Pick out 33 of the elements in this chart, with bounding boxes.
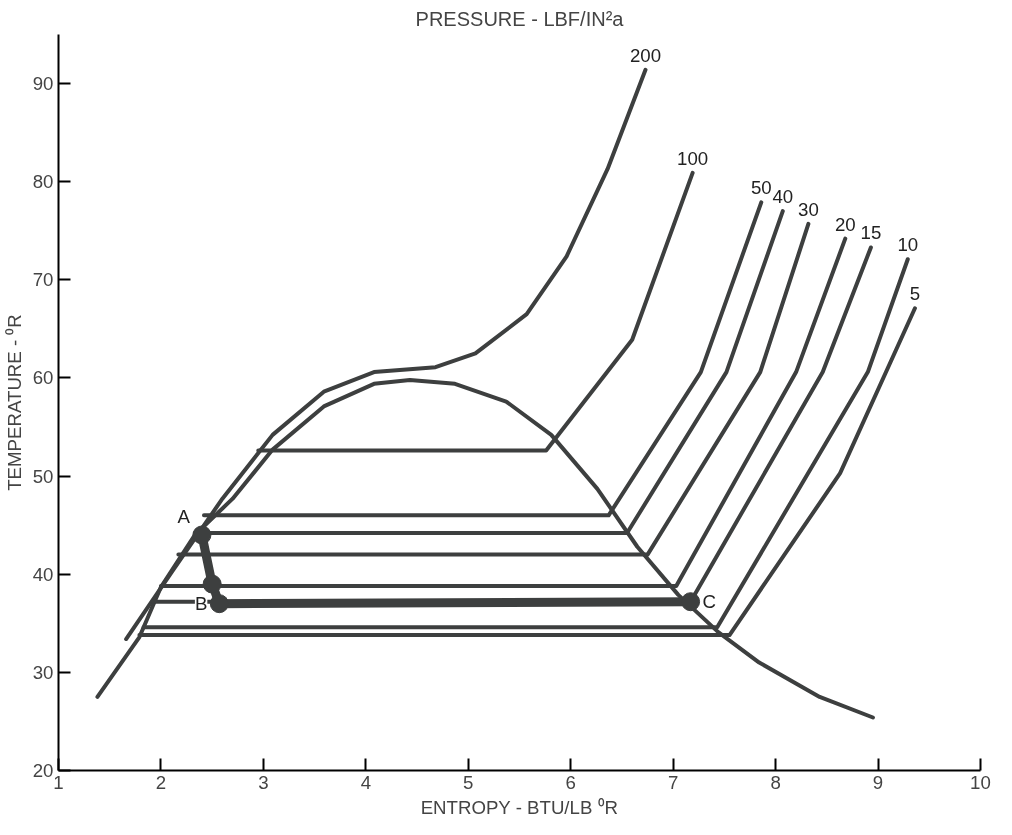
series-label: 30 bbox=[798, 198, 819, 220]
y-tick-label: 40 bbox=[32, 563, 54, 585]
series-label: 15 bbox=[860, 222, 882, 244]
x-axis-title: ENTROPY - BTU/LB ⁰R bbox=[420, 796, 619, 818]
annotation: B bbox=[194, 593, 208, 615]
y-tick-label: 20 bbox=[32, 760, 54, 781]
series-label: 50 bbox=[750, 177, 772, 199]
y-axis-title: TEMPERATURE - ⁰R bbox=[3, 314, 25, 491]
x-tick-label: 5 bbox=[463, 771, 474, 793]
series-label: 20 bbox=[834, 213, 856, 235]
y-tick-label: 80 bbox=[32, 171, 54, 193]
chart-title: PRESSURE - LBF/IN²a bbox=[415, 7, 625, 30]
series-label: 5 bbox=[909, 283, 921, 305]
y-tick-label: 90 bbox=[32, 73, 54, 95]
x-tick-label: 8 bbox=[770, 771, 781, 793]
y-tick-label: 70 bbox=[32, 269, 54, 291]
y-tick-label: 60 bbox=[32, 367, 54, 389]
x-tick-label: 3 bbox=[258, 771, 269, 793]
series-label: 200 bbox=[629, 44, 662, 66]
series-label: 100 bbox=[677, 147, 709, 169]
x-tick-label: 7 bbox=[667, 771, 679, 793]
x-tick-label: 4 bbox=[360, 771, 372, 793]
y-tick-label: 50 bbox=[32, 465, 54, 487]
series-label: 10 bbox=[897, 234, 919, 256]
x-tick-label: 9 bbox=[872, 771, 884, 793]
x-tick-label: 1 bbox=[53, 771, 64, 793]
y-tick-label: 30 bbox=[32, 661, 54, 683]
series-label: 40 bbox=[772, 186, 794, 208]
annotation: A bbox=[177, 505, 191, 527]
x-tick-label: 10 bbox=[970, 771, 991, 793]
annotation: C bbox=[702, 591, 717, 613]
x-tick-label: 6 bbox=[565, 771, 576, 793]
x-tick-label: 2 bbox=[155, 771, 167, 793]
